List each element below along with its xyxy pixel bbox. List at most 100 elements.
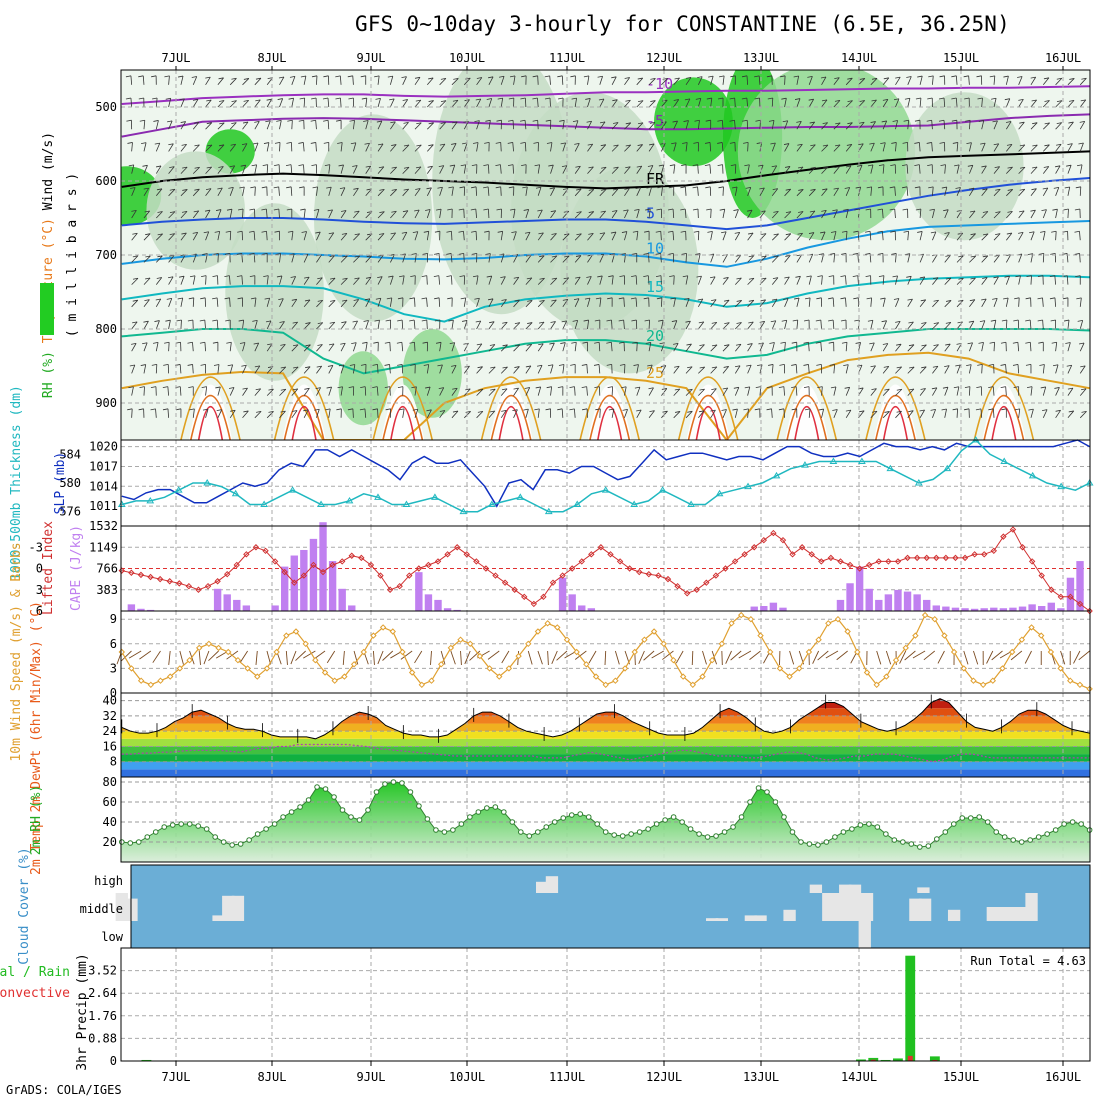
surface-wind-barb [812,650,820,664]
wind-barb-flag [458,253,464,255]
vert-axis-label-part: Wind (m/s) [41,132,56,218]
cape-bar [578,605,586,611]
wind-barb-flag [940,164,946,167]
wind-barb-flag [311,75,318,78]
wind-speed-marker [718,640,726,648]
wind-barb [327,120,330,130]
wind-barb [266,142,270,152]
wind-barb-flag [976,75,982,78]
wind-barb [562,342,566,352]
wind-barb-flag [656,208,662,211]
wind-barb-flag [746,209,753,212]
wind-barb-flag [286,186,292,189]
wind-barb-flag [401,231,407,234]
precip-total-bar [868,1057,879,1061]
wind-barb-flag [428,122,434,125]
wind-barb [895,142,897,152]
wind-barb [168,342,170,352]
wind-barb [451,388,458,396]
wind-barb [316,365,323,374]
precip-tick-label: 0.88 [88,1031,117,1045]
rh-tick-label: 80 [103,775,117,789]
wind-barb-flag [682,142,688,144]
wind-barb [845,187,851,196]
wind-barb-flag [896,410,902,413]
wind-speed-marker [815,636,822,643]
cape-bar [328,561,337,611]
wind-barb-flag [203,231,209,234]
wind-barb-flag [563,210,569,213]
wind-barb [328,365,334,374]
wind-barb-flag [476,77,482,79]
wind-barb [524,142,527,152]
wind-barb-flag [387,75,393,78]
wind-barb [463,208,465,219]
wind-barb [488,388,496,396]
wind-barb [808,364,810,374]
wind-barb [1067,320,1070,330]
li-tick-label: -3 [29,540,43,554]
wind-barb-flag [377,143,384,146]
wind-barb [647,275,650,285]
wind-barb [439,410,446,419]
wind-barb [439,122,446,130]
wind-barb-flag [1026,275,1032,278]
rh-marker [908,841,915,847]
wind-barb [882,142,886,152]
wind-barb [624,100,631,108]
wind-barb [587,320,590,330]
wind-barb-flag [145,233,151,236]
wind-barb-flag [299,97,305,100]
wind-barb-flag [1012,341,1018,344]
wind-barb [229,342,232,352]
wind-barb-flag [778,386,784,389]
wind-barb [353,210,360,219]
wind-barb [648,165,654,174]
cape-bar [990,607,998,611]
wind-barb-flag [816,364,822,366]
surface-wind-barb [691,650,694,666]
surface-contour [490,394,532,440]
wind-barb-flag [722,387,728,390]
wind-barb [291,299,298,308]
wind-barb [328,386,332,396]
wind-barb [537,277,545,285]
wind-barb-flag [435,341,442,344]
wind-barb-flag [1068,121,1074,124]
wind-barb-flag [687,410,693,413]
cape-bar [453,609,461,611]
rh-marker [976,814,983,820]
surface-wind-barb [203,650,210,665]
wind-barb [439,100,447,108]
wind-barb-flag [575,276,581,279]
wind-barb-flag [674,388,680,391]
wind-barb [562,255,570,263]
wind-barb-flag [169,233,175,235]
wind-barb-flag [585,98,591,100]
wind-barb [734,186,738,196]
wind-barb-flag [822,122,828,124]
wind-barb-flag [353,299,359,301]
wind-barb-flag [649,143,655,146]
wind-barb-flag [508,186,514,189]
wind-barb-flag [748,255,754,258]
thickness-marker [772,471,781,479]
lifted-index-marker [703,579,710,586]
wind-barb-flag [1051,230,1057,233]
wind-barb [795,364,798,374]
wind-barb-flag [784,276,790,279]
wind-barb [402,232,408,241]
wind-barb [1042,253,1045,263]
wind-barb [784,166,791,174]
wind-barb-flag [1065,342,1071,344]
wind-barb [266,298,271,307]
wind-barb [1079,253,1081,263]
wind-barb-flag [773,233,779,236]
wind-barb [1005,297,1009,307]
wind-speed-marker [176,665,184,672]
wind-speed-marker [215,644,222,652]
wind-barb [242,208,244,219]
slp-tick-label: 1017 [89,459,118,473]
wind-barb-flag [1055,165,1061,168]
